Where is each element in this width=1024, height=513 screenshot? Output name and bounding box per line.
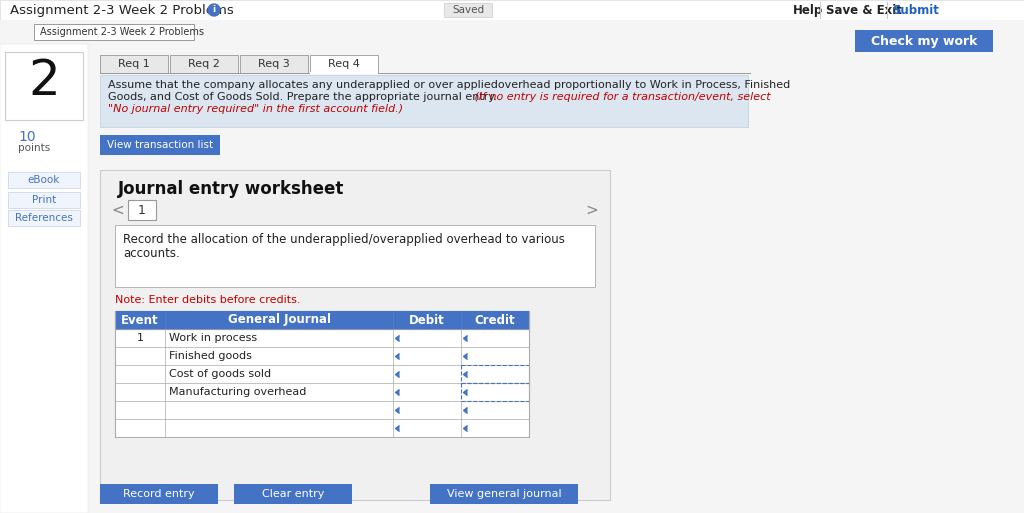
Bar [240, 55, 308, 73]
Bar [234, 484, 352, 504]
Text: Note: Enter debits before credits.: Note: Enter debits before credits. [115, 295, 300, 305]
Bar [115, 365, 529, 383]
Bar [310, 55, 378, 73]
Text: Debit: Debit [410, 313, 444, 326]
Text: <: < [112, 203, 124, 218]
Bar [310, 72, 378, 74]
Text: Event: Event [121, 313, 159, 326]
Text: Record entry: Record entry [123, 489, 195, 499]
Text: References: References [15, 213, 73, 223]
Text: (If no entry is required for a transaction/event, select: (If no entry is required for a transacti… [471, 92, 771, 102]
Text: Work in process: Work in process [169, 333, 257, 343]
Text: 2: 2 [28, 57, 59, 105]
Text: 1: 1 [138, 204, 146, 216]
Text: Check my work: Check my work [870, 34, 977, 48]
Bar [100, 75, 748, 127]
Bar [115, 401, 529, 419]
Text: >: > [586, 203, 598, 218]
Bar [100, 484, 218, 504]
Bar [444, 3, 492, 17]
Text: Req 2: Req 2 [188, 59, 220, 69]
Bar [115, 311, 529, 329]
Text: Finished goods: Finished goods [169, 351, 252, 361]
Bar [100, 55, 168, 73]
Text: Print: Print [32, 195, 56, 205]
Text: General Journal: General Journal [227, 313, 331, 326]
Text: Journal entry worksheet: Journal entry worksheet [118, 180, 344, 198]
Bar [34, 24, 194, 40]
Text: eBook: eBook [28, 175, 60, 185]
Text: Save & Exit: Save & Exit [826, 4, 902, 17]
Bar [115, 225, 595, 287]
Bar [8, 172, 80, 188]
Bar [115, 347, 529, 365]
Text: Submit: Submit [892, 4, 939, 17]
Text: 1: 1 [136, 333, 143, 343]
Text: Manufacturing overhead: Manufacturing overhead [169, 387, 306, 397]
Bar [8, 192, 80, 208]
Bar [430, 484, 578, 504]
Text: i: i [212, 6, 216, 14]
Bar [855, 30, 993, 52]
Text: Req 1: Req 1 [118, 59, 150, 69]
Text: Cost of goods sold: Cost of goods sold [169, 369, 271, 379]
Text: Req 3: Req 3 [258, 59, 290, 69]
Text: Goods, and Cost of Goods Sold. Prepare the appropriate journal entry.: Goods, and Cost of Goods Sold. Prepare t… [108, 92, 497, 102]
Text: Help: Help [793, 4, 823, 17]
Text: Assignment 2-3 Week 2 Problems: Assignment 2-3 Week 2 Problems [10, 4, 233, 17]
Bar [100, 135, 220, 155]
Bar [115, 311, 529, 329]
Text: Saved: Saved [452, 5, 484, 15]
Text: Credit: Credit [475, 313, 515, 326]
Bar [0, 20, 1024, 44]
Text: Assume that the company allocates any underapplied or over appliedoverhead propo: Assume that the company allocates any un… [108, 80, 791, 90]
Bar [115, 329, 529, 347]
Text: Record the allocation of the underapplied/overapplied overhead to various: Record the allocation of the underapplie… [123, 233, 565, 246]
Bar [128, 200, 156, 220]
Bar [100, 170, 610, 500]
Bar [115, 383, 529, 401]
Bar [8, 210, 80, 226]
Text: "No journal entry required" in the first account field.): "No journal entry required" in the first… [108, 104, 403, 114]
Text: View transaction list: View transaction list [106, 140, 213, 150]
Bar [115, 419, 529, 437]
Circle shape [208, 4, 220, 16]
Bar [0, 0, 1024, 20]
Bar [5, 52, 83, 120]
Text: View general journal: View general journal [446, 489, 561, 499]
Text: accounts.: accounts. [123, 247, 180, 260]
Text: points: points [18, 143, 50, 153]
Text: Clear entry: Clear entry [262, 489, 325, 499]
Text: Assignment 2-3 Week 2 Problems: Assignment 2-3 Week 2 Problems [40, 27, 204, 37]
Bar [170, 55, 238, 73]
Text: 10: 10 [18, 130, 36, 144]
Text: Req 4: Req 4 [328, 59, 360, 69]
Bar [0, 44, 88, 513]
